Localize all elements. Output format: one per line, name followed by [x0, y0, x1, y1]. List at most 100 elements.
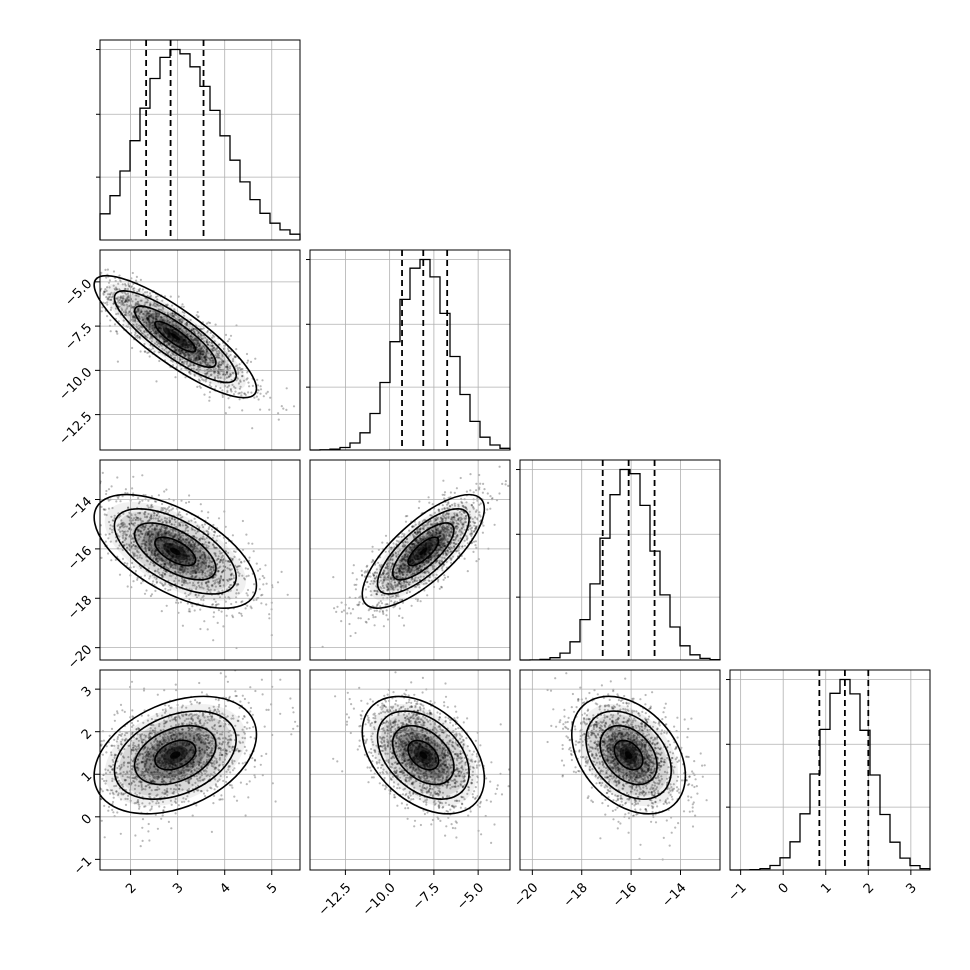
scatter-point [119, 297, 122, 300]
scatter-point [141, 332, 144, 335]
scatter-point [126, 546, 129, 549]
scatter-point [148, 292, 152, 295]
scatter-point [235, 601, 238, 604]
scatter-point [431, 503, 434, 506]
scatter-point [268, 613, 271, 616]
scatter-point [240, 612, 243, 615]
scatter-point [194, 593, 197, 596]
scatter-point [168, 342, 171, 345]
scatter-point [220, 558, 223, 561]
scatter-point [420, 539, 423, 543]
scatter-point [378, 610, 381, 613]
scatter-point [109, 293, 112, 296]
scatter-point [198, 343, 201, 347]
scatter-point [186, 323, 189, 326]
scatter-point [218, 373, 221, 376]
scatter-point [160, 534, 164, 537]
scatter-point [177, 316, 181, 319]
scatter-point [207, 589, 211, 592]
scatter-point [148, 546, 151, 550]
scatter-point [157, 544, 160, 547]
scatter-point [125, 543, 128, 546]
scatter-point [429, 514, 432, 517]
scatter-point [119, 530, 122, 533]
scatter-point [190, 573, 193, 576]
scatter-point [143, 542, 146, 545]
scatter-point [146, 312, 149, 315]
scatter-point [198, 556, 202, 559]
scatter-point [418, 560, 421, 563]
scatter-point [211, 356, 214, 359]
scatter-point [232, 550, 236, 553]
scatter-point [151, 505, 154, 509]
scatter-point [400, 585, 403, 588]
scatter-point [127, 515, 130, 519]
scatter-point [391, 586, 394, 589]
scatter-point [161, 525, 164, 528]
scatter-point [132, 305, 136, 308]
scatter-point [252, 599, 255, 602]
scatter-point [211, 560, 214, 564]
scatter-point [134, 303, 137, 306]
scatter-point [218, 579, 221, 583]
scatter-point [191, 554, 194, 558]
scatter-point [185, 351, 188, 354]
scatter-point [234, 386, 237, 390]
scatter-point [206, 338, 209, 341]
scatter-point [206, 341, 209, 344]
scatter-point [188, 558, 191, 561]
scatter-point [203, 538, 206, 541]
scatter-point [213, 370, 216, 374]
scatter-point [150, 517, 153, 520]
scatter-point [138, 511, 142, 514]
scatter-point [188, 598, 191, 601]
scatter-point [131, 315, 134, 318]
scatter-point [214, 581, 217, 584]
scatter-point [140, 310, 143, 314]
scatter-point [105, 489, 108, 493]
scatter-point [469, 473, 472, 476]
scatter-point [203, 372, 207, 375]
scatter-point [243, 577, 246, 580]
scatter-point [146, 560, 149, 563]
scatter-point [162, 338, 165, 341]
scatter-point [396, 583, 399, 587]
scatter-point [430, 528, 433, 532]
scatter-point [207, 364, 210, 367]
scatter-point [192, 354, 196, 357]
scatter-point [219, 565, 222, 568]
scatter-point [235, 588, 239, 592]
scatter-point [443, 491, 447, 494]
scatter-point [148, 516, 152, 519]
scatter-point [139, 330, 142, 333]
scatter-point [186, 602, 189, 605]
scatter-point [229, 573, 233, 576]
scatter-point [156, 315, 159, 318]
scatter-point [133, 316, 136, 319]
scatter-point [457, 505, 460, 508]
scatter-point [191, 329, 195, 332]
scatter-point [148, 355, 151, 358]
scatter-point [137, 308, 140, 311]
scatter-point [117, 496, 120, 500]
scatter-point [152, 317, 155, 320]
scatter-point [261, 593, 264, 596]
scatter-point [195, 567, 198, 571]
scatter-point [235, 348, 238, 351]
scatter-point [195, 587, 198, 591]
scatter-point [238, 392, 241, 395]
scatter-point [144, 524, 148, 527]
scatter-point [124, 525, 127, 528]
scatter-point [409, 560, 412, 564]
scatter-point [180, 539, 183, 543]
scatter-point [210, 356, 213, 359]
scatter-point [100, 310, 103, 313]
scatter-point [178, 567, 181, 570]
scatter-point [419, 558, 422, 562]
scatter-point [418, 538, 421, 541]
scatter-point [265, 582, 268, 585]
scatter-point [107, 507, 111, 510]
scatter-point [189, 545, 192, 548]
scatter-point [430, 558, 433, 561]
scatter-point [181, 583, 184, 587]
